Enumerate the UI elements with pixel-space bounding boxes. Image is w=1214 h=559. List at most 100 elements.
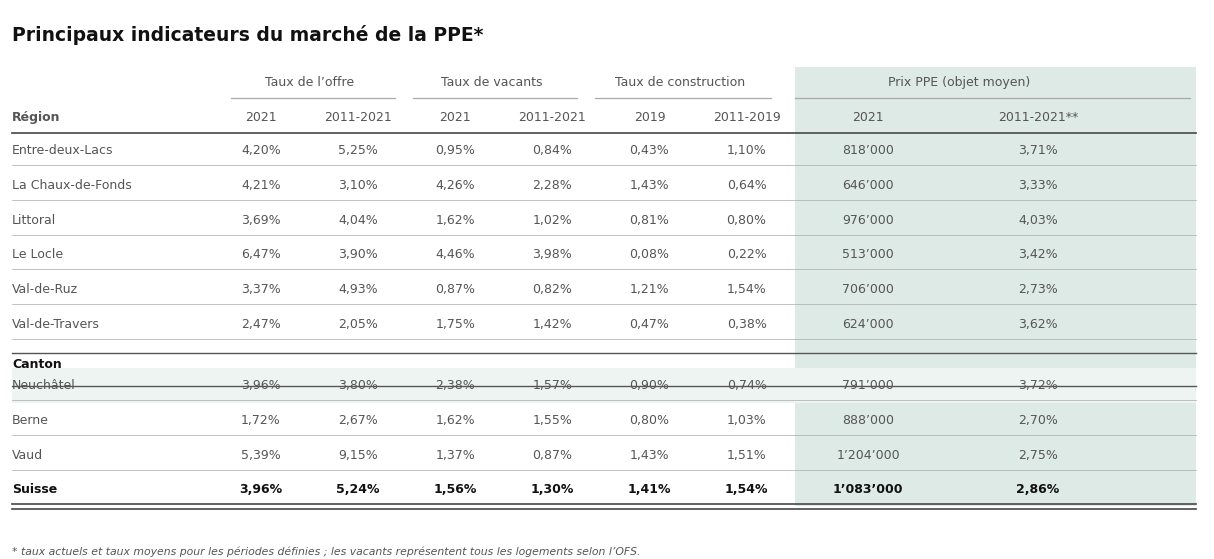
Text: 1,43%: 1,43% — [630, 179, 669, 192]
Text: Val-de-Travers: Val-de-Travers — [12, 318, 100, 331]
Text: 2011-2021: 2011-2021 — [324, 111, 392, 124]
Text: 706’000: 706’000 — [843, 283, 894, 296]
Text: 3,33%: 3,33% — [1019, 179, 1057, 192]
Text: 3,10%: 3,10% — [339, 179, 378, 192]
Text: 1,02%: 1,02% — [533, 214, 572, 227]
Text: 888’000: 888’000 — [843, 414, 894, 427]
Text: 4,03%: 4,03% — [1019, 214, 1057, 227]
Text: 624’000: 624’000 — [843, 318, 894, 331]
Text: Littoral: Littoral — [12, 214, 56, 227]
Text: 0,47%: 0,47% — [630, 318, 669, 331]
Text: 2011-2021: 2011-2021 — [518, 111, 586, 124]
Text: 646’000: 646’000 — [843, 179, 894, 192]
Text: 3,71%: 3,71% — [1019, 144, 1057, 158]
Text: 3,80%: 3,80% — [339, 379, 378, 392]
Text: 3,72%: 3,72% — [1019, 379, 1057, 392]
Text: 0,82%: 0,82% — [533, 283, 572, 296]
Text: Région: Région — [12, 111, 61, 124]
Bar — [795, 67, 1196, 506]
Text: 1,62%: 1,62% — [436, 414, 475, 427]
Text: 4,46%: 4,46% — [436, 248, 475, 262]
Text: Taux de l’offre: Taux de l’offre — [265, 77, 354, 89]
Text: 791’000: 791’000 — [843, 379, 894, 392]
Text: Taux de construction: Taux de construction — [614, 77, 745, 89]
Text: 1,37%: 1,37% — [436, 448, 475, 462]
Text: 2011-2021**: 2011-2021** — [998, 111, 1078, 124]
Text: 4,26%: 4,26% — [436, 179, 475, 192]
Text: Entre-deux-Lacs: Entre-deux-Lacs — [12, 144, 114, 158]
Text: 976’000: 976’000 — [843, 214, 894, 227]
Text: Neuchâtel: Neuchâtel — [12, 379, 76, 392]
Text: 2019: 2019 — [634, 111, 665, 124]
Text: 0,38%: 0,38% — [727, 318, 766, 331]
Text: 2,67%: 2,67% — [339, 414, 378, 427]
Text: 2,47%: 2,47% — [242, 318, 280, 331]
Text: 1,03%: 1,03% — [727, 414, 766, 427]
Text: 5,25%: 5,25% — [339, 144, 378, 158]
Text: 0,81%: 0,81% — [630, 214, 669, 227]
Text: 4,93%: 4,93% — [339, 283, 378, 296]
Text: 0,87%: 0,87% — [436, 283, 475, 296]
Text: Le Locle: Le Locle — [12, 248, 63, 262]
Text: 3,62%: 3,62% — [1019, 318, 1057, 331]
Text: 0,08%: 0,08% — [630, 248, 669, 262]
Text: 1,10%: 1,10% — [727, 144, 766, 158]
Text: Prix PPE (objet moyen): Prix PPE (objet moyen) — [887, 77, 1031, 89]
Text: 1,56%: 1,56% — [433, 483, 477, 496]
Text: Principaux indicateurs du marché de la PPE*: Principaux indicateurs du marché de la P… — [12, 25, 483, 45]
Text: 0,90%: 0,90% — [630, 379, 669, 392]
Text: Canton: Canton — [12, 358, 62, 371]
Text: 4,20%: 4,20% — [242, 144, 280, 158]
Text: 0,64%: 0,64% — [727, 179, 766, 192]
Text: 2,70%: 2,70% — [1019, 414, 1057, 427]
Text: 3,96%: 3,96% — [239, 483, 283, 496]
Text: 2,86%: 2,86% — [1016, 483, 1060, 496]
Text: 0,43%: 0,43% — [630, 144, 669, 158]
Text: 5,24%: 5,24% — [336, 483, 380, 496]
Text: 1,57%: 1,57% — [533, 379, 572, 392]
Bar — [12, 368, 1196, 403]
Text: 1’204’000: 1’204’000 — [836, 448, 900, 462]
Text: Vaud: Vaud — [12, 448, 44, 462]
Text: 1,30%: 1,30% — [531, 483, 574, 496]
Text: 1,75%: 1,75% — [436, 318, 475, 331]
Text: 2021: 2021 — [245, 111, 277, 124]
Text: 1,62%: 1,62% — [436, 214, 475, 227]
Text: Suisse: Suisse — [12, 483, 57, 496]
Text: 0,87%: 0,87% — [533, 448, 572, 462]
Text: 0,80%: 0,80% — [630, 414, 669, 427]
Text: 0,84%: 0,84% — [533, 144, 572, 158]
Text: 2021: 2021 — [439, 111, 471, 124]
Text: Taux de vacants: Taux de vacants — [441, 77, 543, 89]
Text: 2,38%: 2,38% — [436, 379, 475, 392]
Text: * taux actuels et taux moyens pour les périodes définies ; les vacants représent: * taux actuels et taux moyens pour les p… — [12, 547, 641, 557]
Text: 1,41%: 1,41% — [628, 483, 671, 496]
Text: 0,74%: 0,74% — [727, 379, 766, 392]
Text: 2011-2019: 2011-2019 — [713, 111, 781, 124]
Text: 2,75%: 2,75% — [1019, 448, 1057, 462]
Text: 0,22%: 0,22% — [727, 248, 766, 262]
Text: 818’000: 818’000 — [843, 144, 894, 158]
Text: 1,43%: 1,43% — [630, 448, 669, 462]
Text: 9,15%: 9,15% — [339, 448, 378, 462]
Text: 3,37%: 3,37% — [242, 283, 280, 296]
Text: 513’000: 513’000 — [843, 248, 894, 262]
Text: 3,90%: 3,90% — [339, 248, 378, 262]
Text: 1,72%: 1,72% — [242, 414, 280, 427]
Text: 1,51%: 1,51% — [727, 448, 766, 462]
Text: 1,54%: 1,54% — [725, 483, 768, 496]
Text: 4,04%: 4,04% — [339, 214, 378, 227]
Text: 1,42%: 1,42% — [533, 318, 572, 331]
Text: 1,54%: 1,54% — [727, 283, 766, 296]
Text: 2,28%: 2,28% — [533, 179, 572, 192]
Text: Val-de-Ruz: Val-de-Ruz — [12, 283, 78, 296]
Text: 3,42%: 3,42% — [1019, 248, 1057, 262]
Text: 2021: 2021 — [852, 111, 884, 124]
Text: 0,80%: 0,80% — [727, 214, 766, 227]
Text: La Chaux-de-Fonds: La Chaux-de-Fonds — [12, 179, 132, 192]
Text: 2,73%: 2,73% — [1019, 283, 1057, 296]
Text: 1’083’000: 1’083’000 — [833, 483, 903, 496]
Text: 3,69%: 3,69% — [242, 214, 280, 227]
Text: 5,39%: 5,39% — [242, 448, 280, 462]
Text: 1,55%: 1,55% — [533, 414, 572, 427]
